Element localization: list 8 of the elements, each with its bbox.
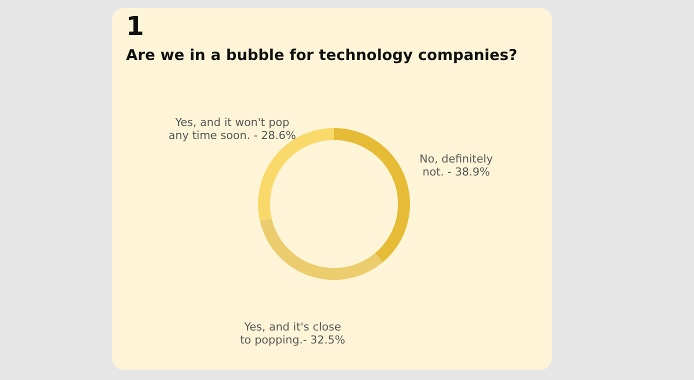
- donut-slice: [258, 128, 334, 222]
- chart-title: Are we in a bubble for technology companies?: [126, 46, 518, 64]
- slice-label: Yes, and it's close to popping.- 32.5%: [240, 320, 346, 346]
- donut-slice: [334, 128, 410, 262]
- donut-slice: [260, 218, 383, 280]
- slice-label: Yes, and it won't pop any time soon. - 28.6%: [168, 116, 296, 142]
- text: 1: [126, 12, 144, 42]
- slice-label: No, definitely not. - 38.9%: [420, 152, 494, 179]
